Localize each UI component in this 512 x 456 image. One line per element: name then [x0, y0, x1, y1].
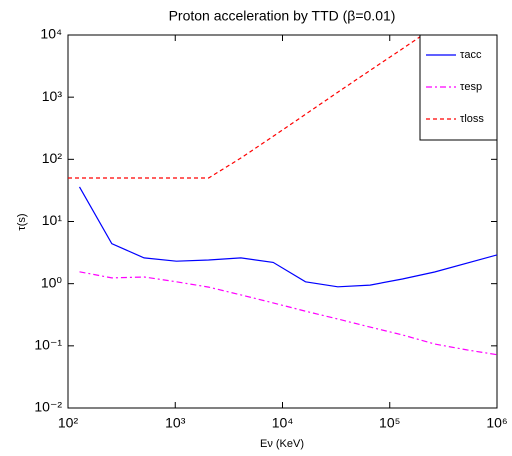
y-tick-label: 10⁴: [40, 26, 62, 42]
x-tick-label: 10⁴: [272, 415, 294, 431]
legend-label: τacc: [460, 49, 482, 61]
y-axis-label: τ(s): [16, 213, 28, 230]
legend-label: τloss: [460, 113, 484, 125]
y-tick-label: 10³: [42, 88, 63, 104]
x-tick-label: 10²: [58, 415, 79, 431]
x-axis-label: Eν (KeV): [260, 438, 304, 450]
x-tick-label: 10⁶: [486, 415, 507, 431]
legend-box: [419, 34, 498, 141]
y-tick-label: 10²: [42, 150, 63, 166]
x-tick-label: 10³: [165, 415, 186, 431]
y-tick-label: 10⁻²: [34, 399, 62, 415]
y-tick-label: 10⁻¹: [34, 337, 62, 353]
y-tick-label: 10¹: [42, 212, 63, 228]
series-line: [78, 186, 497, 288]
y-tick-label: 10⁰: [41, 274, 63, 290]
series-line: [68, 35, 424, 179]
x-tick-label: 10⁵: [379, 415, 400, 431]
series-line: [79, 271, 497, 356]
chart-title: Proton acceleration by TTD (β=0.01): [169, 8, 396, 24]
plot-lines: [68, 35, 497, 356]
legend-label: τesp: [460, 81, 482, 93]
